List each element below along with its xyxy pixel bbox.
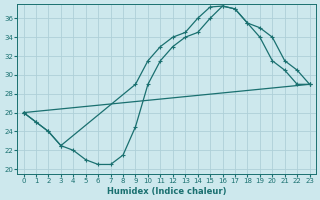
X-axis label: Humidex (Indice chaleur): Humidex (Indice chaleur) xyxy=(107,187,226,196)
